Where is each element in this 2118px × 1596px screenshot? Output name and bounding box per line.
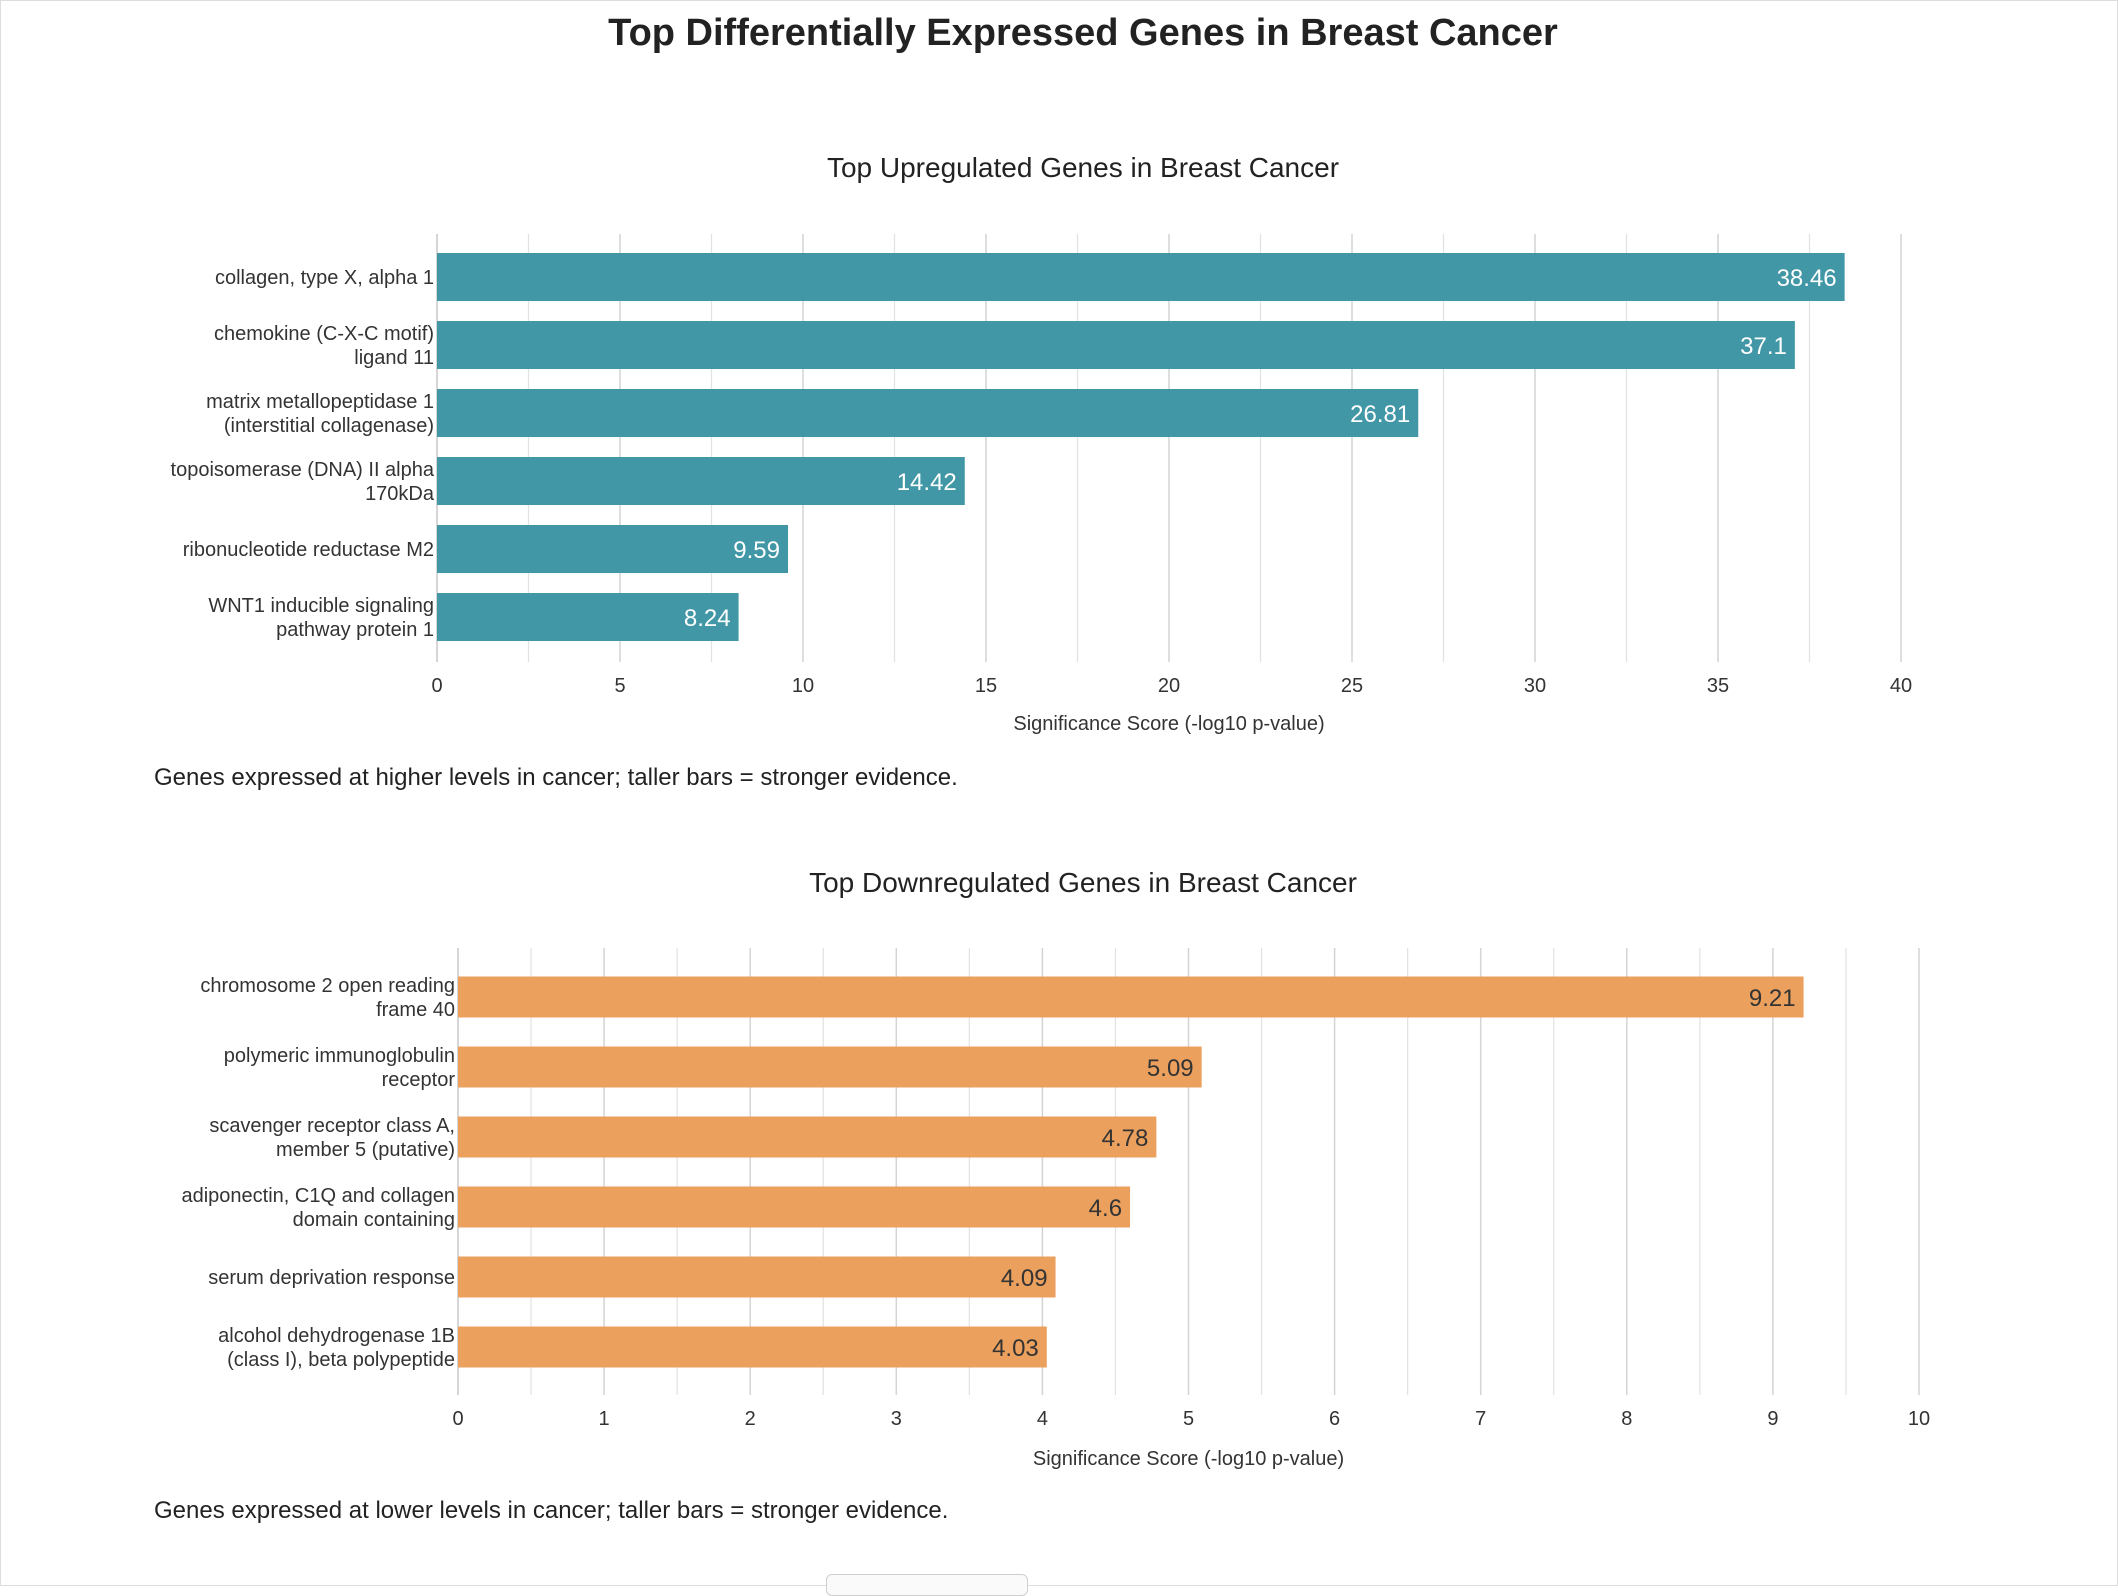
downregulated-bar-value-label: 4.09 xyxy=(1001,1265,1048,1292)
upregulated-bar xyxy=(437,389,1419,437)
upregulated-x-tick-label: 15 xyxy=(975,675,997,697)
upregulated-x-axis-title: Significance Score (-log10 p-value) xyxy=(1013,713,1324,735)
upregulated-bar-value-label: 38.46 xyxy=(1777,265,1837,292)
upregulated-chart-title: Top Upregulated Genes in Breast Cancer xyxy=(826,152,1340,183)
upregulated-bar xyxy=(437,457,965,505)
downregulated-x-axis-title: Significance Score (-log10 p-value) xyxy=(1033,1448,1344,1470)
upregulated-x-tick-label: 5 xyxy=(614,675,625,697)
upregulated-category-label: WNT1 inducible signaling pathway protein … xyxy=(208,595,434,641)
downregulated-x-tick-label: 4 xyxy=(1037,1408,1048,1430)
downregulated-x-tick-label: 5 xyxy=(1183,1408,1194,1430)
downregulated-caption: Genes expressed at lower levels in cance… xyxy=(154,1497,949,1524)
downregulated-category-label: scavenger receptor class A, member 5 (put… xyxy=(209,1115,455,1161)
downregulated-bar xyxy=(458,1326,1047,1368)
downregulated-bar xyxy=(458,1256,1056,1298)
upregulated-bar-value-label: 14.42 xyxy=(897,469,957,496)
upregulated-bar-chart: 38.46 collagen, type X, alpha 1 37.1 chemok… xyxy=(171,234,1912,735)
downregulated-bar xyxy=(458,1046,1202,1088)
downregulated-x-tick-label: 8 xyxy=(1621,1408,1632,1430)
upregulated-x-tick-label: 20 xyxy=(1158,675,1180,697)
page-title: Top Differentially Expressed Genes in Br… xyxy=(608,12,1558,54)
downregulated-category-label: polymeric immunoglobulin receptor xyxy=(224,1045,456,1091)
upregulated-bar-value-label: 37.1 xyxy=(1740,333,1787,360)
upregulated-x-tick-label: 0 xyxy=(431,675,442,697)
downregulated-bar-value-label: 4.78 xyxy=(1102,1125,1149,1152)
downregulated-bar xyxy=(458,1116,1157,1158)
downregulated-x-tick-label: 3 xyxy=(891,1408,902,1430)
upregulated-category-label: chemokine (C-X-C motif) ligand 11 xyxy=(214,323,434,369)
downregulated-category-label: adiponectin, C1Q and collagen domain cont… xyxy=(181,1185,455,1231)
downregulated-bar-value-label: 9.21 xyxy=(1749,985,1796,1012)
upregulated-bar xyxy=(437,321,1795,369)
downregulated-category-label: chromosome 2 open reading frame 40 xyxy=(200,975,455,1021)
upregulated-bar xyxy=(437,253,1845,301)
downregulated-x-tick-label: 2 xyxy=(745,1408,756,1430)
upregulated-category-label: topoisomerase (DNA) II alpha 170kDa xyxy=(171,459,435,505)
downregulated-x-tick-label: 10 xyxy=(1908,1408,1930,1430)
downregulated-category-label: serum deprivation response xyxy=(208,1267,455,1289)
upregulated-bar-value-label: 8.24 xyxy=(684,605,731,632)
downregulated-chart-title: Top Downregulated Genes in Breast Cancer xyxy=(809,867,1357,898)
upregulated-x-tick-label: 10 xyxy=(792,675,814,697)
downregulated-x-tick-label: 1 xyxy=(599,1408,610,1430)
upregulated-bar xyxy=(437,593,739,641)
downregulated-x-tick-label: 0 xyxy=(452,1408,463,1430)
downregulated-x-tick-label: 9 xyxy=(1767,1408,1778,1430)
downregulated-x-tick-label: 7 xyxy=(1475,1408,1486,1430)
upregulated-category-label: collagen, type X, alpha 1 xyxy=(215,267,434,289)
downregulated-bar xyxy=(458,976,1804,1018)
upregulated-bar-value-label: 9.59 xyxy=(733,537,780,564)
upregulated-category-label: ribonucleotide reductase M2 xyxy=(183,539,434,561)
downregulated-x-tick-label: 6 xyxy=(1329,1408,1340,1430)
downregulated-bar-value-label: 5.09 xyxy=(1147,1055,1194,1082)
upregulated-bar xyxy=(437,525,788,573)
downregulated-category-label: alcohol dehydrogenase 1B (class I), beta … xyxy=(218,1325,455,1371)
upregulated-caption: Genes expressed at higher levels in canc… xyxy=(154,764,958,791)
upregulated-category-label: matrix metallopeptidase 1 (interstitial c… xyxy=(206,391,434,437)
downregulated-bar-value-label: 4.6 xyxy=(1089,1195,1122,1222)
downregulated-bar-chart: 9.21 chromosome 2 open reading frame 40 5.0… xyxy=(181,948,1930,1470)
downregulated-bar-value-label: 4.03 xyxy=(992,1335,1039,1362)
upregulated-x-tick-label: 40 xyxy=(1890,675,1912,697)
downregulated-bar xyxy=(458,1186,1131,1228)
bottom-scroll-tab xyxy=(826,1574,1028,1596)
upregulated-x-tick-label: 35 xyxy=(1707,675,1729,697)
upregulated-x-tick-label: 30 xyxy=(1524,675,1546,697)
upregulated-bar-value-label: 26.81 xyxy=(1350,401,1410,428)
upregulated-x-tick-label: 25 xyxy=(1341,675,1363,697)
